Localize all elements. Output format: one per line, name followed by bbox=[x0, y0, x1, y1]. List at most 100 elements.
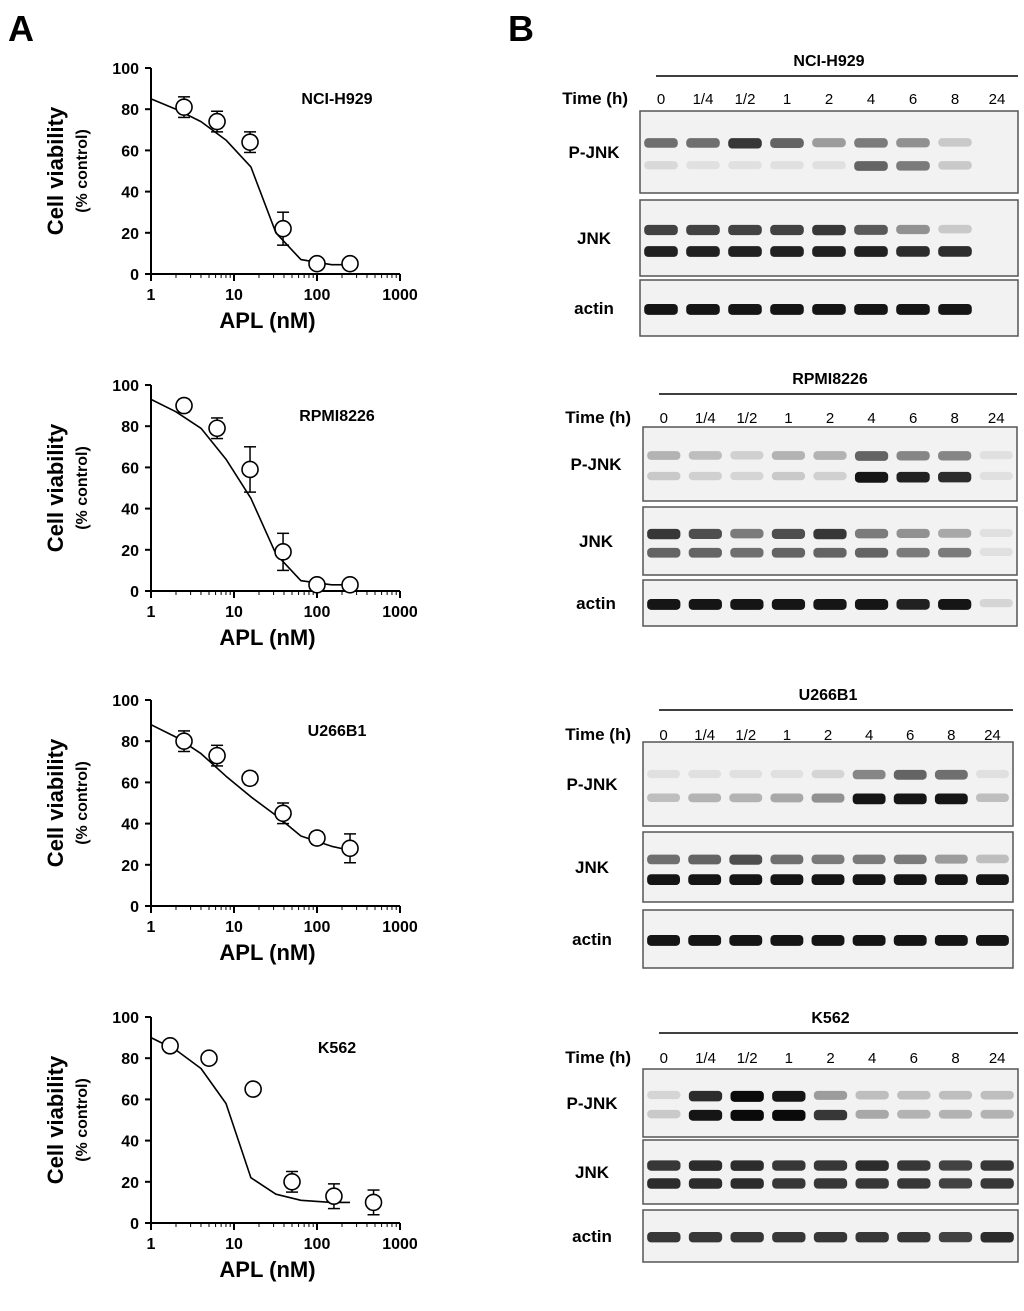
blot-band bbox=[854, 599, 889, 610]
viability-chart-4: 0 20 40 60 80 100 1 10 100 1000 APL (nM) Cell viabi… bbox=[43, 1010, 418, 1282]
lane-label: 0 bbox=[660, 410, 668, 427]
y-tick-label: 60 bbox=[121, 1092, 139, 1109]
y-tick-label: 20 bbox=[121, 858, 139, 875]
blot-band bbox=[896, 304, 930, 315]
y-tick-label: 0 bbox=[130, 584, 139, 601]
blot-band bbox=[976, 769, 1009, 779]
x-tick-label: 10 bbox=[225, 287, 243, 304]
blot-membrane bbox=[642, 1068, 1019, 1138]
lane-label: 6 bbox=[909, 91, 917, 108]
lane-label: 1 bbox=[783, 727, 791, 744]
y-tick-label: 40 bbox=[121, 817, 139, 834]
lane-label: 8 bbox=[951, 91, 959, 108]
y-tick-label: 100 bbox=[112, 693, 139, 710]
lane-label: 1/4 bbox=[695, 1050, 716, 1067]
blot-band bbox=[811, 854, 845, 865]
y-axis-label-sub: (% control) bbox=[74, 446, 91, 530]
lane-label: 8 bbox=[947, 727, 955, 744]
y-axis-label-sub: (% control) bbox=[74, 1078, 91, 1162]
x-tick-label: 1000 bbox=[382, 1236, 418, 1253]
blot-band bbox=[686, 304, 720, 315]
viability-chart-2: 0 20 40 60 80 100 1 10 100 1000 APL (nM) Cell viabi… bbox=[43, 378, 418, 650]
blot-band bbox=[688, 528, 722, 539]
blot-band bbox=[644, 304, 678, 315]
chart-title: K562 bbox=[318, 1040, 356, 1057]
blot-band bbox=[852, 935, 886, 946]
blot-membrane bbox=[642, 426, 1018, 502]
blot-band bbox=[729, 769, 763, 779]
blot-band bbox=[772, 1178, 806, 1189]
y-tick-label: 20 bbox=[121, 226, 139, 243]
blot-band bbox=[980, 1178, 1014, 1189]
blot-band bbox=[647, 854, 680, 865]
lane-label: 24 bbox=[984, 727, 1001, 744]
blot-band bbox=[647, 1178, 681, 1189]
blot-band bbox=[852, 854, 886, 865]
blot-band bbox=[854, 224, 888, 235]
blot-band bbox=[647, 528, 681, 540]
data-point bbox=[325, 1187, 343, 1206]
blot-band bbox=[811, 935, 845, 946]
blot-band bbox=[812, 161, 846, 170]
blot-row-label: actin bbox=[572, 930, 612, 949]
blot-band bbox=[644, 224, 678, 236]
y-axis-label: Cell viability bbox=[43, 1055, 68, 1184]
blot-band bbox=[938, 451, 972, 461]
blot-band bbox=[728, 224, 762, 236]
x-tick-label: 100 bbox=[304, 919, 331, 936]
blot-band bbox=[934, 769, 968, 780]
blot-band bbox=[730, 599, 764, 610]
blot-band bbox=[647, 935, 680, 946]
blot-band bbox=[938, 138, 972, 147]
data-point bbox=[175, 98, 193, 116]
blot-band bbox=[688, 769, 722, 779]
data-point bbox=[241, 133, 259, 151]
x-tick-label: 10 bbox=[225, 919, 243, 936]
blot-cell-line-title: K562 bbox=[811, 1010, 849, 1027]
blot-cell-line-title: RPMI8226 bbox=[792, 371, 868, 388]
blot-band bbox=[813, 547, 847, 558]
blot-band bbox=[854, 547, 889, 558]
blot-band bbox=[771, 599, 806, 610]
blot-band bbox=[897, 1160, 931, 1171]
data-point bbox=[274, 804, 292, 823]
blot-band bbox=[728, 304, 762, 315]
blot-band bbox=[934, 935, 968, 946]
blot-band bbox=[896, 471, 930, 483]
blot-cell-line-title: U266B1 bbox=[799, 687, 858, 704]
blot-band bbox=[770, 854, 804, 865]
blot-band bbox=[729, 854, 763, 865]
chart-title: NCI-H929 bbox=[301, 91, 372, 108]
y-tick-label: 0 bbox=[130, 1216, 139, 1233]
blot-row-label: P-JNK bbox=[566, 775, 618, 794]
blot-band bbox=[979, 471, 1013, 480]
lane-label: 8 bbox=[951, 1050, 959, 1067]
blot-band bbox=[811, 874, 845, 886]
data-point bbox=[175, 732, 193, 751]
x-tick-label: 1 bbox=[147, 604, 156, 621]
blot-band bbox=[770, 161, 804, 170]
lane-label: 1/2 bbox=[736, 410, 757, 427]
blot-band bbox=[813, 528, 847, 540]
blot-band bbox=[813, 471, 847, 481]
x-tick-label: 1000 bbox=[382, 287, 418, 304]
blot-band bbox=[854, 451, 889, 461]
lane-label: 8 bbox=[950, 410, 958, 427]
blot-band bbox=[770, 935, 804, 946]
lane-label: 0 bbox=[660, 1050, 668, 1067]
blot-band bbox=[729, 935, 763, 946]
lane-label: 1/2 bbox=[735, 91, 756, 108]
y-tick-label: 60 bbox=[121, 143, 139, 160]
blot-membrane bbox=[639, 199, 1019, 277]
blot-band bbox=[976, 854, 1009, 864]
blot-band bbox=[688, 1090, 723, 1102]
blot-band bbox=[730, 451, 764, 460]
blot-band bbox=[855, 1090, 889, 1100]
blot-band bbox=[771, 451, 806, 460]
blot-band bbox=[770, 769, 804, 779]
blot-band bbox=[934, 874, 968, 886]
y-tick-label: 40 bbox=[121, 185, 139, 202]
blot-band bbox=[854, 471, 889, 483]
blot-band bbox=[647, 1232, 681, 1243]
